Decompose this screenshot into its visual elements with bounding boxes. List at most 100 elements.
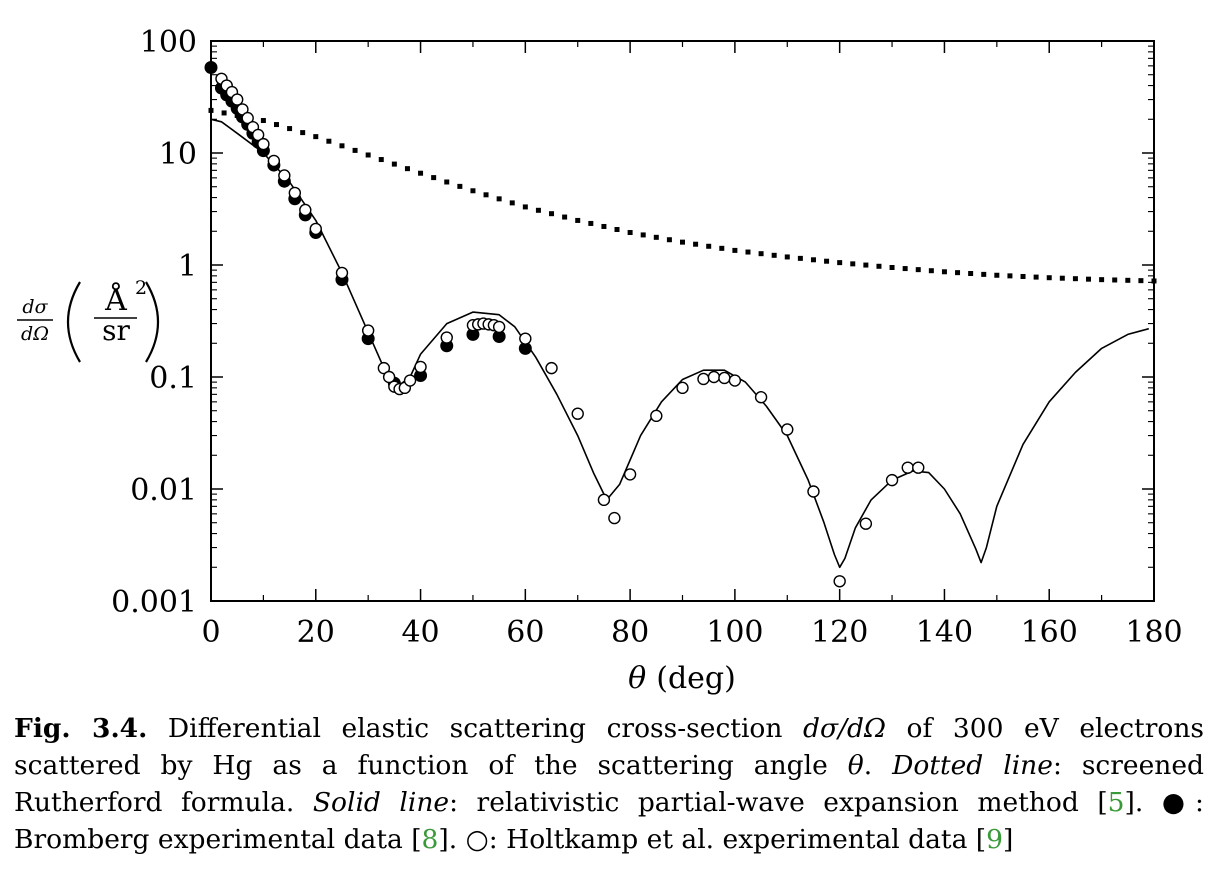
open-circle-point [807, 485, 820, 498]
y-label-unit-top: Å [104, 282, 127, 318]
dotted-line-dot [653, 234, 659, 240]
open-circle-point [377, 361, 391, 375]
x-tick-label: 80 [611, 615, 649, 650]
dotted-line-dot [732, 247, 738, 253]
open-circle-point [597, 493, 611, 507]
open-circle-point [299, 203, 312, 217]
open-circle-point [718, 371, 731, 385]
open-circle-point [414, 360, 427, 374]
dotted-line-dot [1033, 274, 1039, 280]
open-circle-point [545, 361, 558, 375]
caption-ref-5[interactable]: 5 [1107, 787, 1125, 818]
dotted-line-dot [1112, 277, 1118, 283]
open-circle-point [781, 423, 794, 436]
open-circle-point [754, 391, 768, 404]
y-tick-label: 0.1 [149, 361, 197, 396]
caption-symbol-2: θ [847, 750, 864, 781]
open-circle-point [267, 154, 281, 168]
x-tick-labels: 0 20 40 60 80 100 120 140 160 180 [201, 615, 1182, 650]
open-circle-point [403, 374, 417, 387]
dotted-line-dot [1151, 278, 1157, 284]
caption-symbol-1: dσ/dΩ [803, 713, 886, 744]
dotted-line-dot [287, 126, 293, 132]
open-circle-point [257, 137, 270, 151]
caption-text-5: : relativistic partial-wave expansion me… [449, 787, 1108, 818]
dotted-line-dot [928, 268, 934, 274]
caption-ref-8[interactable]: 8 [421, 824, 439, 855]
dotted-line-dot [719, 245, 725, 251]
dotted-line-dot [260, 118, 266, 124]
dotted-line-dot [313, 134, 319, 140]
y-tick-label: 1 [178, 249, 197, 284]
open-circle-point [519, 332, 532, 345]
open-circle-point [278, 169, 291, 182]
dotted-line-dot [955, 270, 961, 276]
y-label-numerator: dσ [22, 296, 48, 318]
open-circle-point [241, 111, 254, 125]
x-tick-label: 140 [916, 615, 973, 650]
open-circle-point [571, 407, 584, 420]
dotted-line-dot [404, 166, 410, 172]
x-tick-label: 160 [1021, 615, 1078, 650]
dotted-line-dot [627, 230, 633, 236]
x-tick-label: 120 [811, 615, 868, 650]
caption-text-4: : screened Rutherford formula. [14, 750, 1205, 818]
dotted-line-dot [1007, 273, 1013, 279]
y-tick-labels: 0.001 0.01 0.1 1 10 100 [111, 25, 197, 620]
dotted-line-dot [876, 263, 882, 269]
dotted-line-dot [522, 204, 528, 210]
x-tick-label: 100 [706, 615, 763, 650]
dotted-line-dot [1020, 273, 1026, 279]
caption-text-6: ]. ●: Bromberg experimental data [ [14, 787, 1204, 855]
dotted-line-dot [431, 175, 437, 181]
series-holtkamp [215, 72, 925, 588]
dotted-line-dot [1059, 275, 1065, 281]
x-tick-label: 60 [506, 615, 544, 650]
dotted-line-dot [221, 110, 227, 116]
dotted-line-dot [758, 251, 764, 257]
dotted-line-dot [1072, 276, 1078, 282]
open-circle-point [623, 468, 637, 481]
dotted-line-dot [365, 152, 371, 158]
caption-text-2: of 300 eV electrons scattered by Hg as a… [14, 713, 1204, 781]
caption-label: Fig. 3.4. [14, 713, 148, 744]
figure-caption: Fig. 3.4. Differential elastic scatterin… [14, 710, 1204, 858]
x-tick-label: 20 [297, 615, 335, 650]
open-circle-point [309, 222, 322, 236]
dotted-line-dot [850, 261, 856, 267]
dotted-line-dot [666, 237, 672, 243]
y-label-denominator: dΩ [21, 323, 49, 345]
dotted-line-dot [784, 254, 790, 260]
caption-ref-9[interactable]: 9 [986, 824, 1004, 855]
dotted-line-dot [837, 260, 843, 266]
open-circle-point [251, 128, 265, 142]
open-circle-point [440, 331, 453, 344]
caption-dotted-label: Dotted line [892, 750, 1053, 781]
dotted-line-dot [300, 130, 306, 136]
open-circle-point [650, 409, 663, 423]
dotted-line-dot [1086, 276, 1092, 282]
series-bromberg [204, 60, 532, 390]
open-circle-point [676, 381, 689, 395]
caption-text-1: Differential elastic scattering cross-se… [147, 713, 804, 744]
dotted-line-dot [614, 226, 620, 232]
dotted-line-dot [863, 262, 869, 268]
dotted-line-dot [562, 214, 568, 220]
y-tick-label: 0.01 [130, 473, 197, 508]
plot-frame [210, 40, 1155, 602]
dotted-line-dot [326, 138, 332, 144]
open-circle-point [492, 320, 506, 334]
open-circle-point [885, 473, 899, 487]
dotted-line-dot [1125, 277, 1131, 283]
dotted-line-dot [535, 207, 541, 213]
open-circle-point [697, 372, 710, 386]
open-circle-point [230, 93, 244, 106]
solid-line [210, 118, 1150, 569]
series-screened-rutherford [208, 107, 1157, 284]
dotted-line-dot [824, 258, 830, 264]
dotted-line-dot [509, 200, 515, 206]
open-circle-point [901, 461, 914, 474]
dotted-line-dot [915, 267, 921, 273]
open-circle-point [608, 511, 621, 525]
series-partial-wave [210, 118, 1150, 569]
